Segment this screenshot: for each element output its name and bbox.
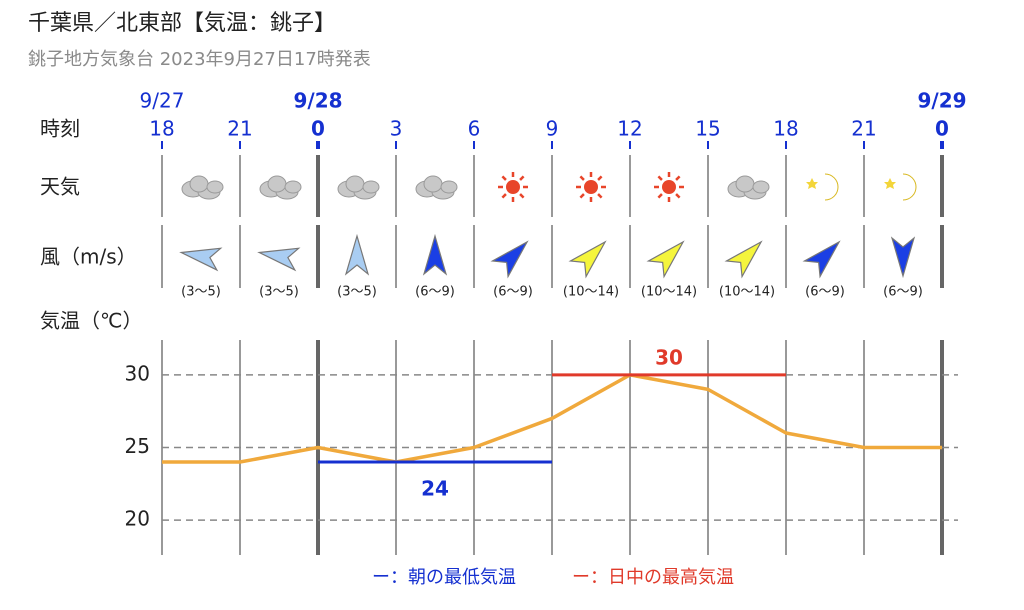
cloud-part <box>735 175 755 193</box>
y-tick-label: 30 <box>125 361 150 385</box>
cloud-part <box>345 175 365 193</box>
weather-icon <box>806 173 839 201</box>
sun-ray <box>657 193 663 199</box>
sun-ray <box>657 175 663 181</box>
hour-label: 15 <box>695 117 720 141</box>
hour-label: 12 <box>617 117 642 141</box>
cloud-part <box>362 180 380 194</box>
wind-label: (6～9) <box>415 285 455 300</box>
sun-disc <box>506 180 520 194</box>
cloud-part <box>440 180 458 194</box>
wind-label: (10～14) <box>641 285 697 300</box>
wind-label: (6～9) <box>883 285 923 300</box>
y-tick-label: 20 <box>125 507 150 531</box>
wind-label: (3～5) <box>259 285 299 300</box>
y-tick-label: 25 <box>125 434 150 458</box>
row-label: 気温（℃） <box>40 309 142 333</box>
hour-label: 9 <box>546 117 559 141</box>
date-label: 9/27 <box>140 89 185 113</box>
cloud-part <box>284 180 302 194</box>
sun-ray <box>579 193 585 199</box>
moon <box>902 173 917 201</box>
hour-label: 0 <box>935 117 949 141</box>
legend-entry: ー：朝の最低気温 <box>372 567 516 588</box>
legend-marker: ー： <box>572 567 608 588</box>
weather-icon <box>259 175 302 200</box>
cloud-part <box>189 175 209 193</box>
weather-icon <box>415 175 458 200</box>
star <box>806 178 818 189</box>
date-label: 9/29 <box>917 89 966 113</box>
sun-ray <box>597 193 603 199</box>
wind-label: (3～5) <box>337 285 377 300</box>
sun-ray <box>675 193 681 199</box>
wind-arrow <box>802 240 841 279</box>
sun-ray <box>579 175 585 181</box>
max-label: 30 <box>655 345 683 369</box>
hour-label: 18 <box>773 117 798 141</box>
weather-icon <box>576 172 606 202</box>
title: 千葉県／北東部【気温：銚子】 <box>28 11 336 36</box>
wind-label: (10～14) <box>719 285 775 300</box>
row-label: 天気 <box>40 175 80 199</box>
wind-label: (3～5) <box>181 285 221 300</box>
hour-label: 18 <box>149 117 174 141</box>
row-label: 風（m/s） <box>40 245 137 269</box>
wind-arrow <box>344 233 370 276</box>
row-label: 時刻 <box>40 117 80 141</box>
wind-arrow <box>422 233 448 276</box>
wind-arrow <box>257 247 301 272</box>
wind-arrow <box>179 247 223 272</box>
sun-ray <box>675 175 681 181</box>
cloud-part <box>267 175 287 193</box>
weather-icon <box>181 175 224 200</box>
weather-icon <box>337 175 380 200</box>
hour-label: 21 <box>851 117 876 141</box>
sun-ray <box>501 193 507 199</box>
sun-ray <box>501 175 507 181</box>
star <box>884 178 896 189</box>
sun-ray <box>519 175 525 181</box>
sun-ray <box>519 193 525 199</box>
wind-arrow <box>890 236 916 279</box>
cloud-part <box>752 180 770 194</box>
wind-label: (10～14) <box>563 285 619 300</box>
wind-arrow <box>646 240 685 279</box>
min-label: 24 <box>421 477 449 501</box>
weather-icon <box>727 175 770 200</box>
weather-icon <box>884 173 917 201</box>
wind-label: (6～9) <box>805 285 845 300</box>
date-label: 9/28 <box>293 89 342 113</box>
wind-label: (6～9) <box>493 285 533 300</box>
moon <box>824 173 839 201</box>
wind-arrow <box>490 240 529 279</box>
legend-name: 日中の最高気温 <box>608 567 734 588</box>
legend-name: 朝の最低気温 <box>408 567 516 588</box>
weather-icon <box>498 172 528 202</box>
hour-label: 3 <box>390 117 403 141</box>
wind-arrow <box>724 240 763 279</box>
temperature-line <box>162 373 942 464</box>
subtitle: 銚子地方気象台 2023年9月27日17時発表 <box>28 49 371 70</box>
hour-label: 6 <box>468 117 481 141</box>
wind-arrow <box>568 240 607 279</box>
hour-label: 21 <box>227 117 252 141</box>
hour-label: 0 <box>311 117 325 141</box>
sun-disc <box>584 180 598 194</box>
sun-ray <box>597 175 603 181</box>
cloud-part <box>206 180 224 194</box>
cloud-part <box>423 175 443 193</box>
legend-marker: ー： <box>372 567 408 588</box>
sun-disc <box>662 180 676 194</box>
legend-entry: ー：日中の最高気温 <box>572 567 734 588</box>
weather-icon <box>654 172 684 202</box>
